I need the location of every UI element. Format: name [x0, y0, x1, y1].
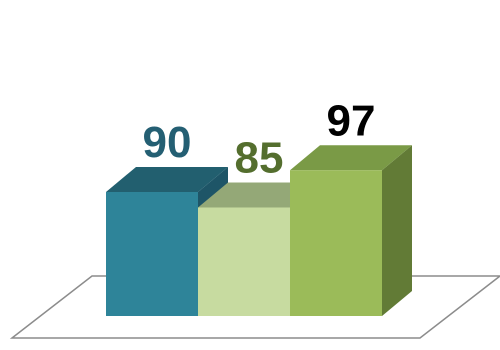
bar-top	[198, 182, 320, 208]
bar-3	[290, 145, 412, 316]
bar-series	[106, 145, 412, 316]
bar-front	[106, 192, 198, 316]
bar-front	[198, 207, 290, 316]
data-labels: 90 85 97	[143, 96, 376, 182]
bar-top	[106, 167, 228, 192]
bar-side	[382, 145, 412, 316]
bar-top	[290, 145, 412, 171]
data-label-2: 85	[235, 134, 284, 183]
data-label-1: 90	[143, 118, 192, 167]
bar-front	[290, 170, 382, 316]
data-label-3: 97	[327, 96, 376, 145]
